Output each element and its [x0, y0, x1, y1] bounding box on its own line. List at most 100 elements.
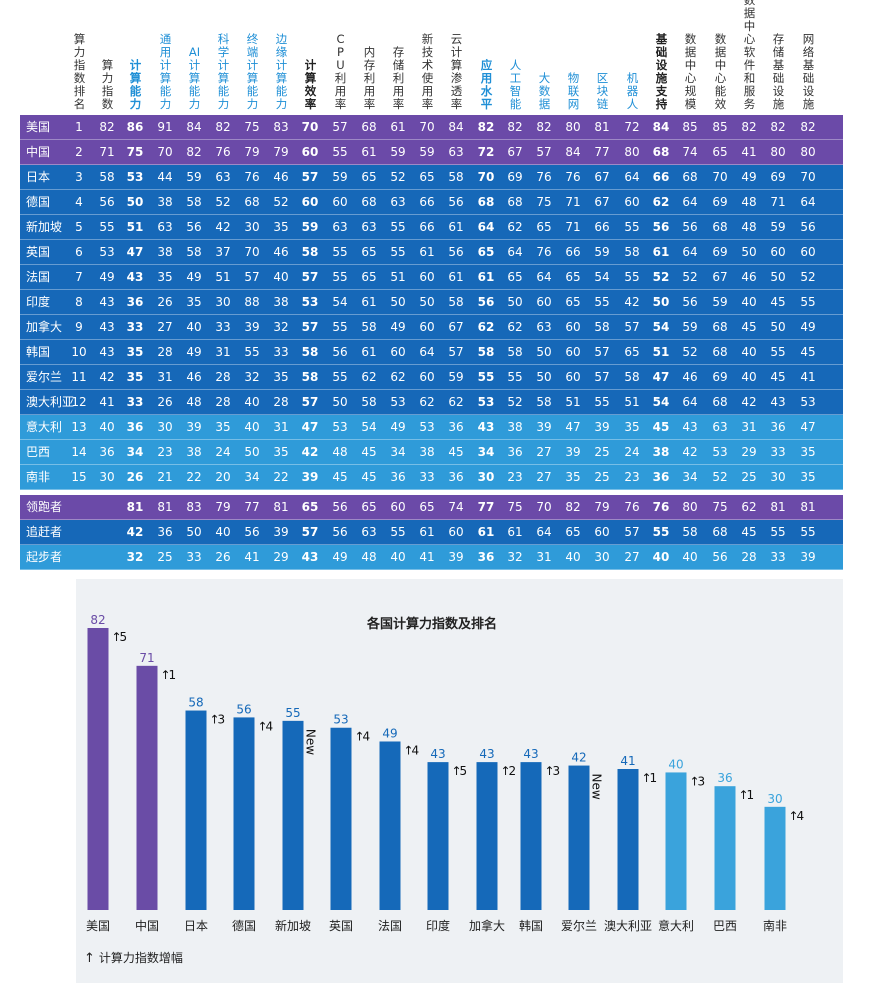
value-label: 43	[479, 747, 494, 761]
table-cell: 57	[624, 525, 640, 539]
table-cell: 40	[99, 420, 115, 434]
table-cell: 82	[507, 120, 523, 134]
table-cell: 79	[273, 145, 289, 159]
table-cell: 62	[741, 500, 757, 514]
table-cell: 59	[186, 170, 202, 184]
value-label: 41	[620, 754, 635, 768]
table-cell: 55	[99, 220, 115, 234]
table-cell: 36	[448, 420, 464, 434]
table-cell: 48	[361, 550, 377, 564]
table-cell: 46	[273, 245, 289, 259]
table-cell: 64	[536, 270, 552, 284]
table-cell: 35	[186, 295, 202, 309]
table-cell: 57	[301, 170, 319, 184]
table-cell: 27	[536, 445, 552, 459]
table-cell: 70	[800, 170, 816, 184]
table-row: 美国 1 82 86 91 84 82 75 83 70 57 68 61 70 84 82 82 82 80 81 7…	[20, 115, 843, 140]
table-cell: 45	[332, 470, 348, 484]
table-cell: 83	[273, 120, 289, 134]
column-header: 通用计算能力	[159, 32, 172, 111]
table-cell: 24	[624, 445, 640, 459]
up-arrow-icon: ↑	[739, 788, 749, 802]
table-cell: 55	[594, 395, 610, 409]
table-cell: 45	[361, 445, 377, 459]
new-entry-label: New	[304, 729, 318, 755]
table-cell: 60	[448, 525, 464, 539]
table-cell: 40	[273, 270, 289, 284]
table-cell: 70	[157, 145, 173, 159]
up-arrow-icon: ↑	[404, 743, 414, 757]
table-cell: 25	[594, 470, 610, 484]
up-arrow-icon: ↑	[355, 730, 365, 744]
table-cell: 50	[536, 370, 552, 384]
chart-panel: 各国计算力指数及排名 82 美国 ↑ 5 71 中国 ↑ 1 58 日本 ↑ 3 56 德国 ↑ 4 55 新加坡…	[76, 579, 843, 983]
table-cell: 29	[741, 445, 757, 459]
country-name: 英国	[26, 245, 51, 259]
table-cell: 46	[682, 370, 698, 384]
table-cell: 82	[215, 120, 231, 134]
table-cell: 40	[741, 345, 757, 359]
table-cell: 55	[332, 145, 348, 159]
table-cell: 28	[273, 395, 289, 409]
table-cell: 39	[301, 470, 319, 484]
bar	[427, 762, 449, 910]
table-cell: 57	[594, 345, 610, 359]
table-cell: 68	[652, 145, 670, 159]
table-cell: 50	[770, 270, 786, 284]
country-name: 爱尔兰	[26, 370, 63, 384]
table-cell: 38	[419, 445, 435, 459]
table-cell: 65	[507, 270, 523, 284]
table-cell: 35	[565, 470, 581, 484]
column-header: 终端计算能力	[246, 32, 259, 111]
table-cell: 26	[157, 295, 173, 309]
table-cell: 33	[770, 445, 786, 459]
table-cell: 58	[361, 395, 377, 409]
table-cell: 59	[682, 320, 698, 334]
table-cell: 35	[624, 420, 640, 434]
table-cell: 65	[361, 245, 377, 259]
value-label: 82	[90, 613, 105, 627]
table-row: 中国 2 71 75 70 82 76 79 79 60 55 61 59 59 63 72 67 57 84 77 8…	[20, 140, 843, 165]
table-cell: 59	[390, 145, 406, 159]
table-cell: 69	[770, 170, 786, 184]
column-header: 计算效率	[304, 58, 317, 111]
table-cell: 58	[682, 525, 698, 539]
rank-change-label: 2	[509, 764, 517, 778]
table-cell: 35	[800, 445, 816, 459]
table-cell: 34	[477, 445, 495, 459]
table-cell: 76	[536, 170, 552, 184]
table-cell: 46	[741, 270, 757, 284]
table-cell: 55	[507, 370, 523, 384]
table-cell: 69	[712, 245, 728, 259]
table-cell: 55	[390, 245, 406, 259]
column-header: 边缘计算能力	[275, 32, 288, 111]
rank-change-label: 4	[797, 809, 805, 823]
table-cell: 60	[536, 295, 552, 309]
table-cell: 27	[157, 320, 173, 334]
table-cell: 40	[244, 420, 260, 434]
table-cell: 85	[712, 120, 728, 134]
table-cell: 58	[594, 320, 610, 334]
table-cell: 61	[419, 245, 435, 259]
table-cell: 33	[126, 320, 144, 334]
table-cell: 52	[273, 195, 289, 209]
table-summary: 领跑者 81 81 83 79 77 81 65 56 65 60 65 74 77 75 70 82 79 76 7…	[20, 495, 843, 570]
table-cell: 29	[273, 550, 289, 564]
table-cell: 65	[624, 345, 640, 359]
column-header: 数据中心软件和服务	[743, 0, 756, 111]
table-cell: 62	[477, 320, 495, 334]
table-cell: 30	[244, 220, 260, 234]
table-cell: 36	[770, 420, 786, 434]
table-cell: 71	[565, 220, 581, 234]
up-arrow-icon: ↑	[258, 719, 268, 733]
table-cell: 33	[419, 470, 435, 484]
category-label: 巴西	[713, 919, 737, 933]
bar	[520, 762, 542, 910]
column-header: 网络基础设施	[802, 32, 815, 111]
table-cell: 32	[244, 370, 260, 384]
table-cell: 60	[565, 320, 581, 334]
table-cell: 53	[99, 245, 115, 259]
bar	[87, 628, 109, 910]
up-arrow-icon: ↑	[161, 668, 171, 682]
table-cell: 22	[186, 470, 202, 484]
